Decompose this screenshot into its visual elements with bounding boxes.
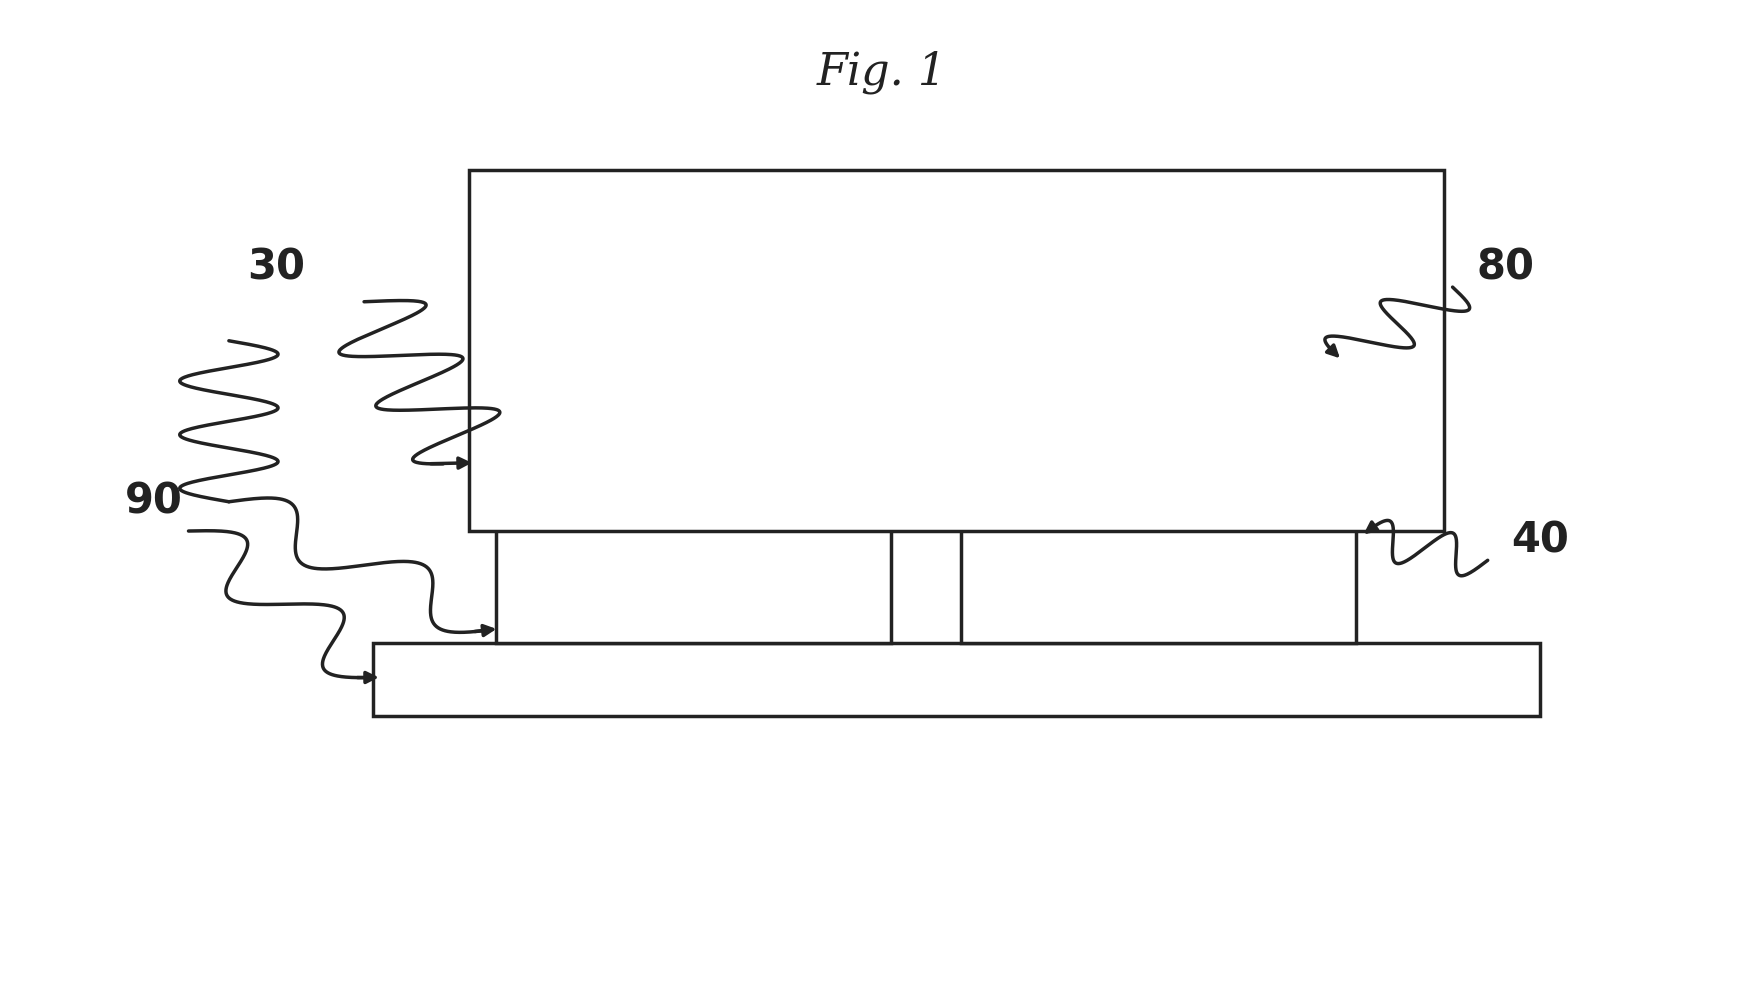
Bar bbox=[372, 644, 1540, 716]
Text: Fig. 1: Fig. 1 bbox=[817, 51, 947, 94]
Text: 90: 90 bbox=[125, 481, 182, 523]
Bar bbox=[961, 429, 1357, 644]
Bar bbox=[469, 170, 1443, 531]
Bar bbox=[496, 429, 891, 644]
Text: 30: 30 bbox=[247, 247, 305, 288]
Text: 80: 80 bbox=[1476, 247, 1535, 288]
Text: 40: 40 bbox=[1512, 520, 1570, 562]
